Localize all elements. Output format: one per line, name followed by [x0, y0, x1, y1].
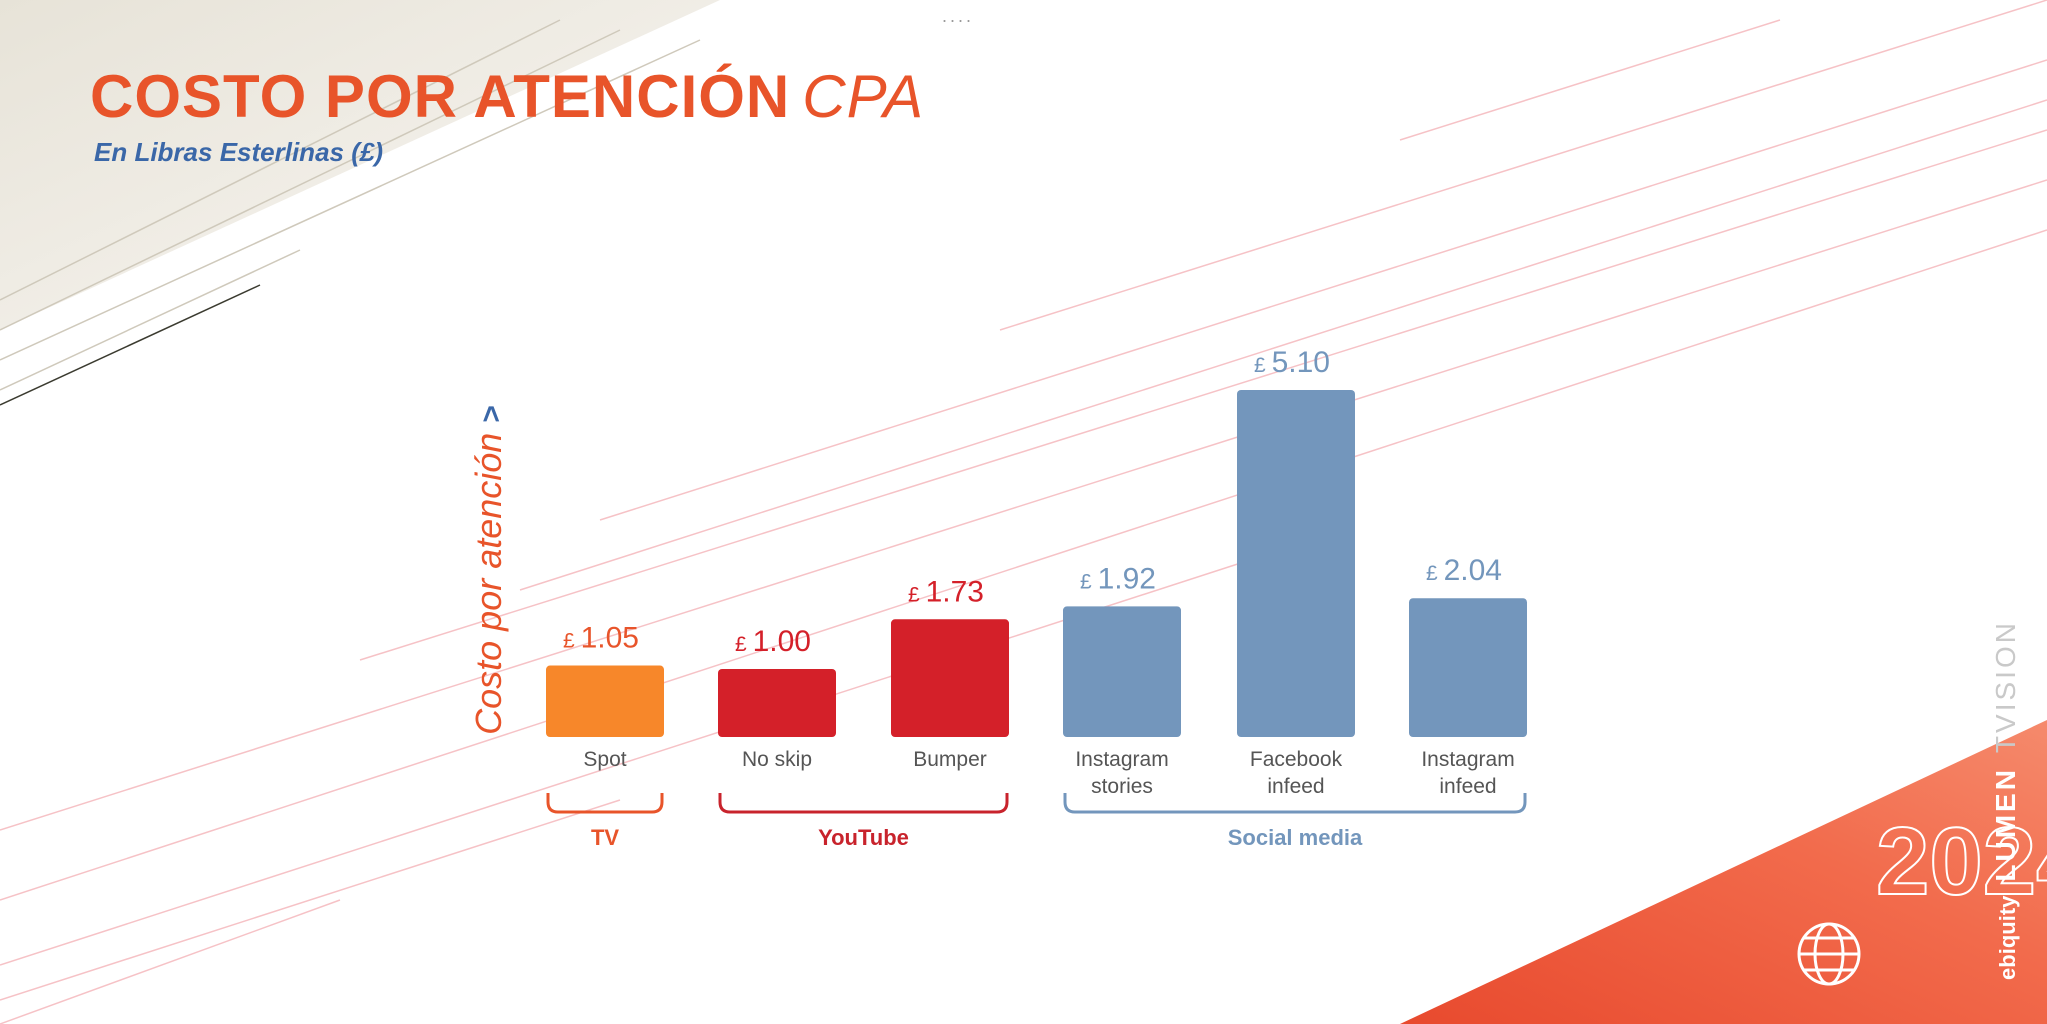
category-label-no-skip: No skip: [742, 748, 812, 771]
brand-wrap: ebiquity LUMEN TVISION: [1985, 590, 2027, 1010]
dark-diagonal-line: [0, 284, 261, 406]
bar-instagram-stories: [1063, 606, 1181, 737]
value-label-bumper: £ 1.73: [908, 575, 984, 608]
title-accent: CPA: [802, 63, 925, 130]
brand-logos: ebiquity LUMEN TVISION: [1990, 620, 2022, 980]
value-label-facebook-infeed: £ 5.10: [1254, 346, 1330, 379]
group-bracket-tv: [546, 793, 664, 814]
bar-facebook-infeed: [1237, 390, 1355, 737]
category-label-facebook-infeed: Facebook infeed: [1250, 748, 1343, 798]
globe-icon: [1797, 922, 1861, 986]
year-badge: 2024: [1875, 808, 2047, 915]
bar-bumper: [891, 619, 1009, 737]
title-main: COSTO POR ATENCIÓN: [90, 63, 791, 130]
bar-instagram-infeed: [1409, 598, 1527, 737]
beige-corner-shape: [0, 0, 720, 330]
group-label-tv: TV: [591, 825, 619, 850]
orange-corner-shape: [1400, 720, 2047, 1024]
slide-title: COSTO POR ATENCIÓN CPA: [90, 62, 924, 131]
group-label-social-media: Social media: [1228, 825, 1363, 850]
category-label-instagram-stories: Instagram stories: [1075, 748, 1168, 798]
slide-subtitle: En Libras Esterlinas (£): [94, 137, 383, 167]
partner-logo: TVISION: [1990, 620, 2021, 754]
value-label-instagram-stories: £ 1.92: [1080, 562, 1156, 595]
category-label-instagram-infeed: Instagram infeed: [1421, 748, 1514, 798]
category-label-bumper: Bumper: [913, 748, 987, 771]
value-label-spot: £ 1.05: [563, 622, 639, 655]
bar-no-skip: [718, 668, 836, 737]
category-label-spot: Spot: [583, 748, 626, 771]
top-dots: ....: [942, 6, 975, 26]
bar-spot: [546, 665, 664, 737]
group-bracket-social-media: [1063, 793, 1527, 814]
company-logo: ebiquity: [1995, 895, 2020, 980]
value-label-no-skip: £ 1.00: [735, 625, 811, 658]
diagonal-lines-topleft: [0, 19, 701, 391]
group-label-youtube: YouTube: [818, 825, 909, 850]
product-logo: LUMEN: [1990, 767, 2021, 882]
group-bracket-youtube: [718, 793, 1009, 814]
value-label-instagram-infeed: £ 2.04: [1426, 554, 1502, 587]
